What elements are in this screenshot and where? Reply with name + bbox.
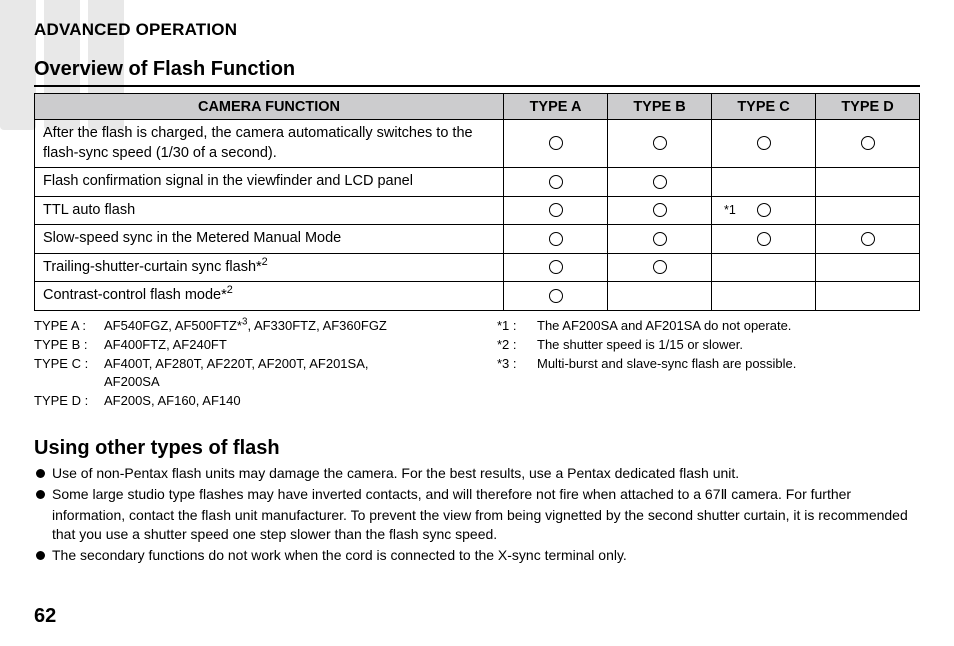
supported-mark-icon	[757, 136, 771, 150]
table-row: After the flash is charged, the camera a…	[35, 120, 920, 168]
type-note-key: TYPE D :	[34, 392, 104, 411]
supported-mark-icon	[549, 260, 563, 274]
type-note-key: TYPE B :	[34, 336, 104, 355]
supported-mark-icon	[757, 232, 771, 246]
cell-prefix-note: *1	[724, 203, 736, 217]
type-definitions: TYPE A :AF540FGZ, AF500FTZ*3, AF330FTZ, …	[34, 317, 457, 411]
mark-cell	[504, 196, 608, 225]
supported-mark-icon	[549, 175, 563, 189]
type-note-value: AF540FGZ, AF500FTZ*3, AF330FTZ, AF360FGZ	[104, 317, 457, 336]
supported-mark-icon	[757, 203, 771, 217]
footnote-value: The AF200SA and AF201SA do not operate.	[537, 317, 920, 336]
supported-mark-icon	[549, 289, 563, 303]
function-cell: Contrast-control flash mode*2	[35, 282, 504, 311]
mark-cell	[608, 120, 712, 168]
footnote-line: *1 :The AF200SA and AF201SA do not opera…	[497, 317, 920, 336]
type-note-line: TYPE A :AF540FGZ, AF500FTZ*3, AF330FTZ, …	[34, 317, 457, 336]
mark-cell	[608, 282, 712, 311]
supported-mark-icon	[653, 260, 667, 274]
mark-cell	[608, 196, 712, 225]
chapter-heading: ADVANCED OPERATION	[34, 20, 920, 40]
function-cell: Trailing-shutter-curtain sync flash*2	[35, 253, 504, 282]
bullet-list: Use of non-Pentax flash units may damage…	[34, 464, 920, 564]
notes-row: TYPE A :AF540FGZ, AF500FTZ*3, AF330FTZ, …	[34, 317, 920, 411]
footnote-value: Multi-burst and slave-sync flash are pos…	[537, 355, 920, 374]
footnote-key: *2 :	[497, 336, 537, 355]
mark-cell	[712, 168, 816, 197]
supported-mark-icon	[653, 136, 667, 150]
supported-mark-icon	[653, 232, 667, 246]
table-row: Flash confirmation signal in the viewfin…	[35, 168, 920, 197]
flash-function-table: CAMERA FUNCTIONTYPE ATYPE BTYPE CTYPE D …	[34, 93, 920, 311]
footnote-value: The shutter speed is 1/15 or slower.	[537, 336, 920, 355]
mark-cell	[712, 253, 816, 282]
table-header: CAMERA FUNCTION	[35, 94, 504, 120]
table-row: Contrast-control flash mode*2	[35, 282, 920, 311]
supported-mark-icon	[549, 136, 563, 150]
table-row: Trailing-shutter-curtain sync flash*2	[35, 253, 920, 282]
type-note-key: TYPE A :	[34, 317, 104, 336]
mark-cell	[816, 225, 920, 254]
mark-cell	[816, 282, 920, 311]
bullet-item: Some large studio type flashes may have …	[34, 485, 920, 544]
mark-cell	[504, 120, 608, 168]
bullet-item: The secondary functions do not work when…	[34, 546, 920, 565]
footnote-line: *2 :The shutter speed is 1/15 or slower.	[497, 336, 920, 355]
section-title: Overview of Flash Function	[34, 58, 920, 87]
table-header: TYPE D	[816, 94, 920, 120]
type-note-line: TYPE C :AF400T, AF280T, AF220T, AF200T, …	[34, 355, 457, 374]
mark-cell	[504, 282, 608, 311]
mark-cell	[816, 120, 920, 168]
table-row: TTL auto flash *1	[35, 196, 920, 225]
mark-cell	[712, 225, 816, 254]
mark-cell	[608, 225, 712, 254]
function-cell: Flash confirmation signal in the viewfin…	[35, 168, 504, 197]
type-note-key: TYPE C :	[34, 355, 104, 374]
supported-mark-icon	[861, 232, 875, 246]
footnotes: *1 :The AF200SA and AF201SA do not opera…	[497, 317, 920, 411]
mark-cell	[608, 253, 712, 282]
supported-mark-icon	[861, 136, 875, 150]
footnote-key: *1 :	[497, 317, 537, 336]
type-note-value: AF400T, AF280T, AF220T, AF200T, AF201SA,	[104, 355, 457, 374]
roman-numeral: Ⅱ	[721, 488, 728, 503]
table-header: TYPE A	[504, 94, 608, 120]
mark-cell	[816, 253, 920, 282]
mark-cell	[608, 168, 712, 197]
type-note-value: AF400FTZ, AF240FT	[104, 336, 457, 355]
type-note-value: AF200S, AF160, AF140	[104, 392, 457, 411]
supported-mark-icon	[653, 203, 667, 217]
table-header: TYPE B	[608, 94, 712, 120]
type-note-line: TYPE D :AF200S, AF160, AF140	[34, 392, 457, 411]
table-header: TYPE C	[712, 94, 816, 120]
mark-cell: *1	[712, 196, 816, 225]
footnote-line: *3 :Multi-burst and slave-sync flash are…	[497, 355, 920, 374]
function-cell: After the flash is charged, the camera a…	[35, 120, 504, 168]
type-note-value: AF200SA	[104, 373, 457, 392]
mark-cell	[504, 253, 608, 282]
page-number: 62	[34, 605, 56, 628]
mark-cell	[504, 225, 608, 254]
mark-cell	[712, 282, 816, 311]
function-cell: Slow-speed sync in the Metered Manual Mo…	[35, 225, 504, 254]
mark-cell	[816, 168, 920, 197]
type-note-line: TYPE B :AF400FTZ, AF240FT	[34, 336, 457, 355]
supported-mark-icon	[653, 175, 667, 189]
table-row: Slow-speed sync in the Metered Manual Mo…	[35, 225, 920, 254]
supported-mark-icon	[549, 203, 563, 217]
mark-cell	[712, 120, 816, 168]
type-note-line: AF200SA	[34, 373, 457, 392]
supported-mark-icon	[549, 232, 563, 246]
bullet-item: Use of non-Pentax flash units may damage…	[34, 464, 920, 483]
sub-heading: Using other types of flash	[34, 437, 920, 460]
footnote-key: *3 :	[497, 355, 537, 374]
mark-cell	[816, 196, 920, 225]
indent-pad	[34, 373, 104, 392]
function-cell: TTL auto flash	[35, 196, 504, 225]
mark-cell	[504, 168, 608, 197]
